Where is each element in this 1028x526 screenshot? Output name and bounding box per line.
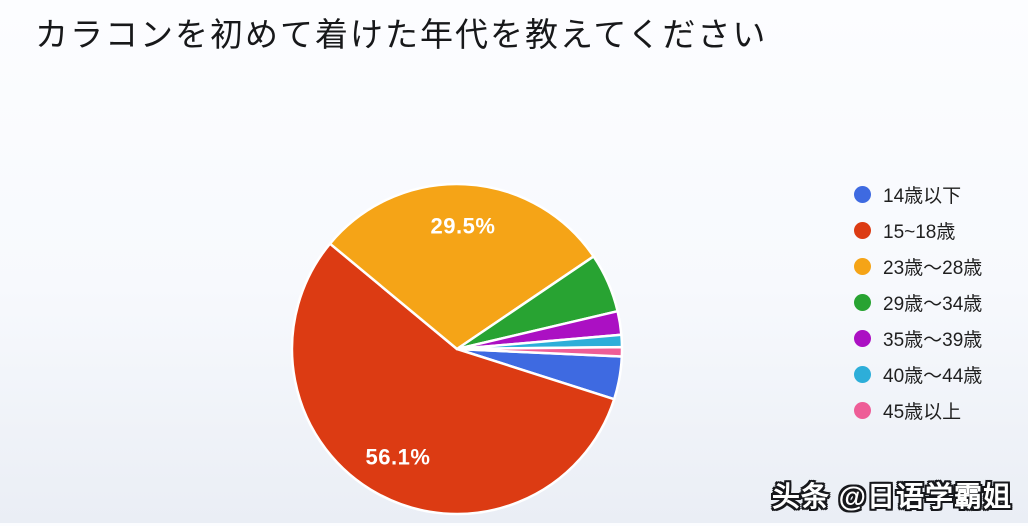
legend-label: 29歳〜34歳 <box>883 293 983 315</box>
legend-label: 15~18歳 <box>883 221 956 243</box>
chart-title: カラコンを初めて着けた年代を教えてください <box>35 16 768 53</box>
legend-label: 14歳以下 <box>883 185 962 207</box>
legend-label: 35歳〜39歳 <box>883 329 983 351</box>
legend-label: 23歳〜28歳 <box>883 257 983 279</box>
legend-item: 15~18歳 <box>854 219 982 243</box>
pie-slice-7[interactable] <box>455 345 624 358</box>
legend-label: 40歳〜44歳 <box>883 365 983 387</box>
legend-label: 45歳以上 <box>883 401 962 423</box>
legend-item: 23歳〜28歳 <box>854 255 983 279</box>
legend-swatch-icon <box>854 221 871 239</box>
legend-item: 29歳〜34歳 <box>854 291 983 315</box>
pie-chart: 56.1% 29.5% <box>290 182 624 516</box>
pie-slice-3[interactable] <box>328 182 595 351</box>
pie-percent-label: 56.1% <box>366 444 431 469</box>
legend-item: 35歳〜39歳 <box>854 327 983 351</box>
legend-swatch-icon <box>854 293 871 311</box>
legend-item: 14歳以下 <box>854 183 982 207</box>
chart-legend: 14歳以下 15~18歳 23歳〜28歳 29歳〜34歳 35歳〜39歳 40歳〜44歳 4… <box>854 183 982 435</box>
watermark: 头条 @日语学霸姐 <box>771 481 1012 512</box>
legend-swatch-icon <box>854 401 871 419</box>
legend-swatch-icon <box>854 185 871 203</box>
legend-swatch-icon <box>854 257 871 275</box>
pie-slice-2[interactable] <box>290 242 616 516</box>
legend-item: 40歳〜44歳 <box>854 363 983 387</box>
pie-percent-label: 29.5% <box>431 214 496 239</box>
legend-item: 45歳以上 <box>854 399 982 423</box>
legend-swatch-icon <box>854 329 871 347</box>
legend-swatch-icon <box>854 365 871 383</box>
